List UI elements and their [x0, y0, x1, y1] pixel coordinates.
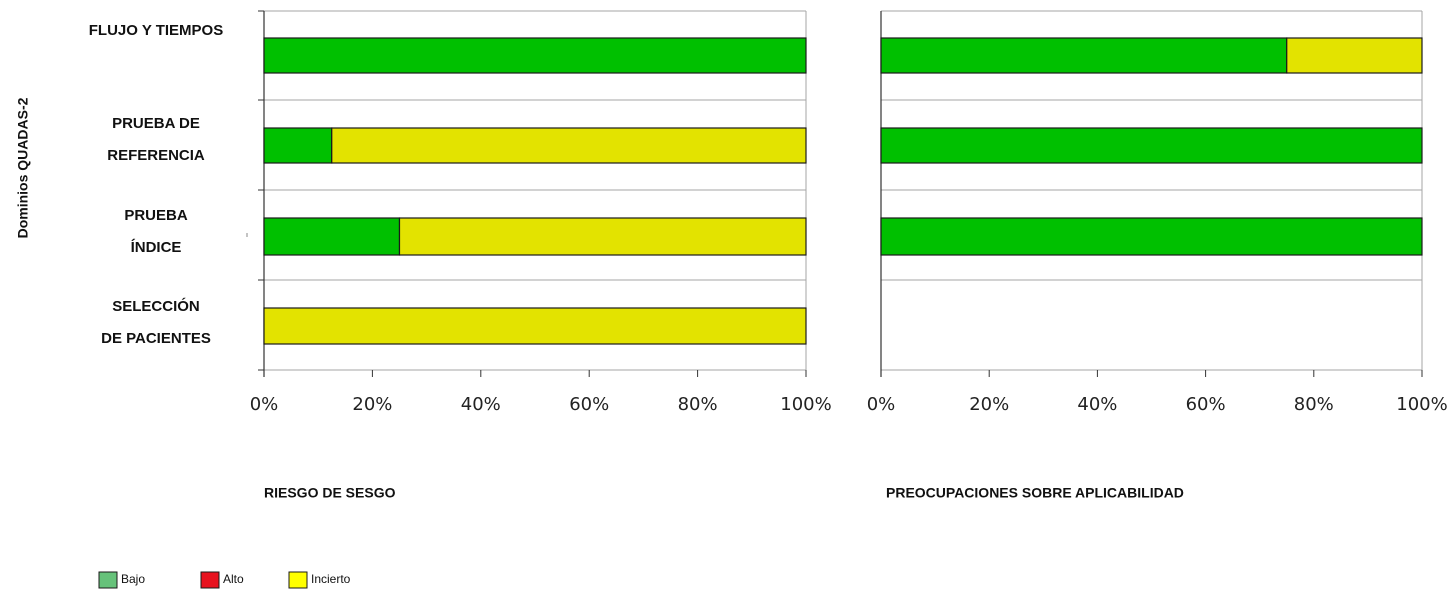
category-label-line: PRUEBA: [124, 207, 188, 224]
legend-label: Bajo: [121, 572, 145, 586]
x-tick-label: 0%: [250, 394, 279, 415]
legend-swatch: [200, 571, 220, 589]
panel-1: 0% 20% 40% 60% 80% 100% RIESGO DE SESGO: [250, 10, 832, 501]
x-tick-label: 100%: [780, 394, 831, 415]
legend-item-bajo: Bajo: [98, 571, 145, 589]
legend-swatch: [98, 571, 118, 589]
bar-incierto: [1286, 37, 1423, 74]
category-label-4: SELECCIÓN DE PACIENTES: [101, 297, 211, 347]
x-tick-label: 80%: [1294, 394, 1334, 415]
x-tick-label: 20%: [969, 394, 1009, 415]
panel-title: PREOCUPACIONES SOBRE APLICABILIDAD: [886, 485, 1184, 501]
x-tick-label: 20%: [352, 394, 392, 415]
category-label-line: SELECCIÓN: [112, 297, 200, 315]
legend-item-alto: Alto: [200, 571, 244, 589]
bar-bajo: [263, 127, 333, 164]
bar-incierto: [398, 217, 807, 256]
bar-bajo: [263, 217, 401, 256]
y-axis-label: Dominios QUADAS-2: [15, 97, 31, 238]
category-label-line: REFERENCIA: [107, 147, 205, 164]
bar-bajo: [880, 127, 1423, 164]
x-tick-label: 60%: [569, 394, 609, 415]
x-tick-label: 40%: [461, 394, 501, 415]
category-label-line: FLUJO Y TIEMPOS: [89, 22, 223, 39]
x-tick-label: 80%: [678, 394, 718, 415]
panel-title: RIESGO DE SESGO: [264, 485, 396, 501]
category-label-line: DE PACIENTES: [101, 330, 211, 347]
bar-incierto: [331, 127, 807, 164]
category-label-2: PRUEBA DE REFERENCIA: [107, 115, 205, 164]
bar-bajo: [263, 37, 807, 74]
panel-2: 0% 20% 40% 60% 80% 100% PREOCUPACIONES SOBRE A…: [867, 10, 1448, 501]
x-tick-label: 100%: [1396, 394, 1447, 415]
x-tick-label: 60%: [1186, 394, 1226, 415]
legend-item-incierto: Incierto: [288, 571, 351, 589]
category-label-3: PRUEBA ÍNDICE: [124, 207, 188, 256]
bar-incierto: [263, 307, 807, 345]
legend-label: Incierto: [311, 572, 351, 586]
category-label-line: ÍNDICE: [131, 239, 182, 256]
x-tick-label: 0%: [867, 394, 896, 415]
bar-bajo: [880, 37, 1288, 74]
category-label-line: PRUEBA DE: [112, 115, 200, 132]
bar-bajo: [880, 217, 1423, 256]
x-tick-label: 40%: [1077, 394, 1117, 415]
category-label-1: FLUJO Y TIEMPOS: [89, 22, 223, 39]
legend-swatch: [288, 571, 308, 589]
legend: Bajo Alto Incierto: [98, 571, 351, 589]
legend-label: Alto: [223, 572, 244, 586]
